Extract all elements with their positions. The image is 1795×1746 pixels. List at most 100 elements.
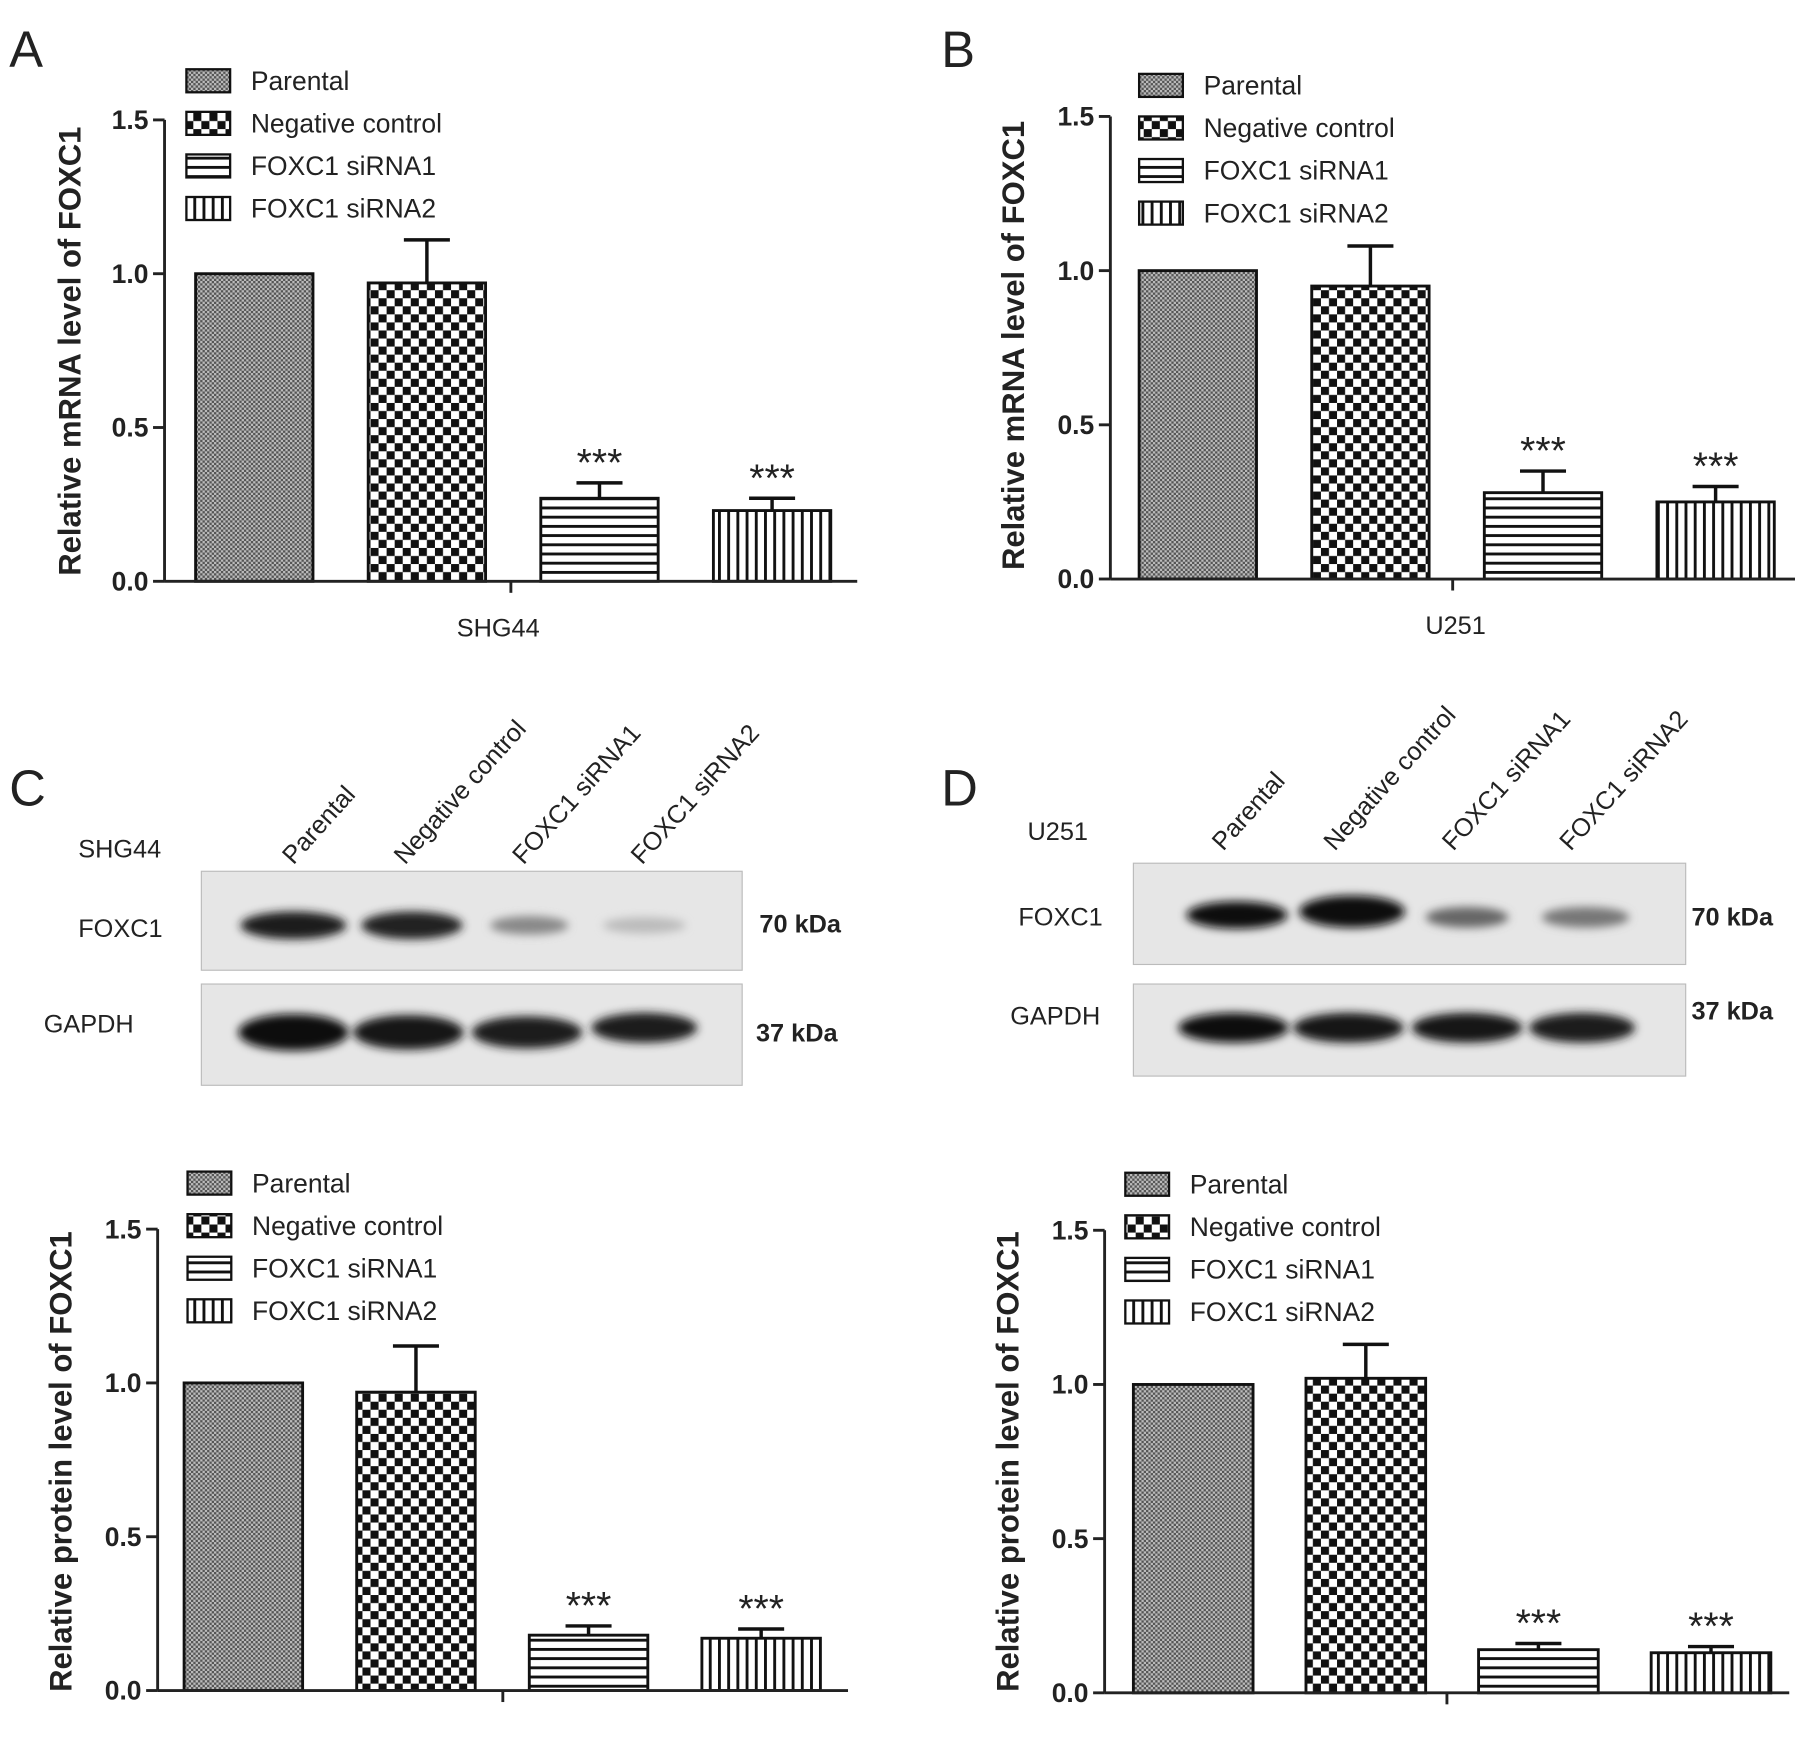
legend-label: FOXC1 siRNA2 — [1204, 198, 1389, 228]
legend-swatch — [186, 1170, 233, 1196]
bar — [1131, 1383, 1255, 1695]
significance: *** — [1520, 430, 1566, 473]
bar — [1482, 491, 1604, 581]
y-axis-label: Relative mRNA level of FOXC1 — [996, 121, 1031, 570]
significance: *** — [1688, 1606, 1734, 1649]
blot-c — [200, 870, 743, 1086]
bar — [1137, 269, 1258, 581]
legend-label: Negative control — [1190, 1212, 1381, 1242]
legend-label: FOXC1 siRNA1 — [1190, 1255, 1375, 1285]
y-tick-label: 0.0 — [1057, 564, 1094, 594]
legend-swatch — [1137, 115, 1185, 141]
bar — [539, 496, 660, 583]
legend-swatch — [185, 153, 232, 179]
bands — [238, 911, 698, 1051]
panel-letter: A — [9, 21, 43, 78]
legend-swatch — [186, 1298, 233, 1324]
x-axis-label: U251 — [1425, 612, 1485, 640]
legend-label: Negative control — [251, 109, 442, 139]
legend-swatch — [186, 1213, 233, 1239]
bar — [700, 1636, 822, 1692]
cell-line-label: SHG44 — [78, 835, 161, 863]
y-tick-label: 0.0 — [112, 567, 149, 597]
legend-swatch — [185, 68, 232, 94]
legend-swatch — [1137, 157, 1185, 184]
bar — [366, 281, 488, 583]
legend-swatch — [1137, 72, 1185, 99]
row-label: FOXC1 — [78, 915, 162, 943]
lane-label: FOXC1 siRNA1 — [1437, 705, 1576, 855]
bar — [1304, 1376, 1428, 1695]
legend-label: FOXC1 siRNA1 — [1204, 156, 1389, 186]
significance: *** — [1693, 446, 1739, 489]
panel-letter: B — [941, 21, 975, 78]
y-tick-label: 1.0 — [1057, 256, 1094, 286]
legend-label: FOXC1 siRNA1 — [252, 1253, 437, 1283]
panel-letter: C — [9, 760, 46, 817]
y-tick-label: 0.5 — [1052, 1524, 1089, 1554]
significance: *** — [738, 1588, 784, 1631]
y-tick-label: 1.0 — [1052, 1370, 1089, 1400]
lane-label: FOXC1 siRNA1 — [507, 719, 646, 869]
lane-label: FOXC1 siRNA2 — [626, 719, 765, 869]
legend-label: FOXC1 siRNA2 — [251, 194, 436, 224]
legend-swatch — [1124, 1299, 1171, 1325]
y-tick-label: 1.0 — [105, 1368, 142, 1398]
x-axis-label: SHG44 — [457, 615, 540, 643]
bar — [1310, 284, 1431, 581]
bands — [1178, 895, 1636, 1043]
lane-label: FOXC1 siRNA2 — [1554, 705, 1693, 855]
row-label: GAPDH — [44, 1010, 134, 1038]
bar — [1655, 500, 1776, 581]
bar — [527, 1633, 650, 1692]
size-label: 37 kDa — [756, 1020, 839, 1048]
legend-label: Parental — [1190, 1169, 1289, 1199]
significance: *** — [577, 442, 623, 485]
size-label: 37 kDa — [1691, 998, 1774, 1026]
significance: *** — [566, 1585, 612, 1628]
legend-label: Parental — [252, 1168, 351, 1198]
panel-letter: D — [941, 760, 978, 817]
legend-label: Negative control — [1204, 113, 1395, 143]
significance: *** — [749, 457, 795, 500]
legend-swatch — [1124, 1214, 1171, 1240]
legend-label: FOXC1 siRNA2 — [1190, 1297, 1375, 1327]
row-label: FOXC1 — [1018, 903, 1102, 931]
y-tick-label: 1.5 — [105, 1214, 142, 1244]
y-axis-label: Relative mRNA level of FOXC1 — [53, 127, 88, 576]
size-label: 70 kDa — [759, 910, 842, 938]
legend-swatch — [1137, 200, 1185, 226]
lane-label: Parental — [1207, 767, 1291, 856]
y-tick-label: 1.5 — [1052, 1215, 1089, 1245]
bar — [194, 272, 315, 583]
legend-label: FOXC1 siRNA1 — [251, 151, 436, 181]
y-tick-label: 1.5 — [1057, 102, 1094, 132]
y-tick-label: 0.5 — [1057, 410, 1094, 440]
y-tick-label: 0.5 — [112, 413, 149, 443]
y-tick-label: 0.0 — [105, 1676, 142, 1706]
legend-swatch — [185, 110, 232, 137]
legend-swatch — [1124, 1171, 1171, 1197]
y-tick-label: 1.5 — [112, 105, 149, 135]
lane-label: Parental — [277, 781, 361, 870]
y-tick-label: 1.0 — [112, 259, 149, 289]
blot-d — [1132, 862, 1687, 1077]
legend-label: FOXC1 siRNA2 — [252, 1296, 437, 1326]
legend-label: Negative control — [252, 1211, 443, 1241]
size-label: 70 kDa — [1691, 903, 1774, 931]
bar — [1649, 1651, 1773, 1695]
legend-swatch — [1124, 1256, 1171, 1283]
significance: *** — [1516, 1603, 1562, 1646]
y-tick-label: 0.0 — [1052, 1678, 1089, 1708]
bar — [182, 1381, 305, 1692]
legend-swatch — [185, 195, 232, 222]
y-axis-label: Relative protein level of FOXC1 — [990, 1231, 1025, 1692]
legend-label: Parental — [251, 66, 350, 96]
cell-line-label: U251 — [1028, 818, 1088, 846]
y-tick-label: 0.5 — [105, 1522, 142, 1552]
bar — [711, 509, 833, 583]
y-axis-label: Relative protein level of FOXC1 — [43, 1231, 78, 1692]
legend-swatch — [186, 1255, 233, 1281]
bar — [1477, 1648, 1600, 1695]
